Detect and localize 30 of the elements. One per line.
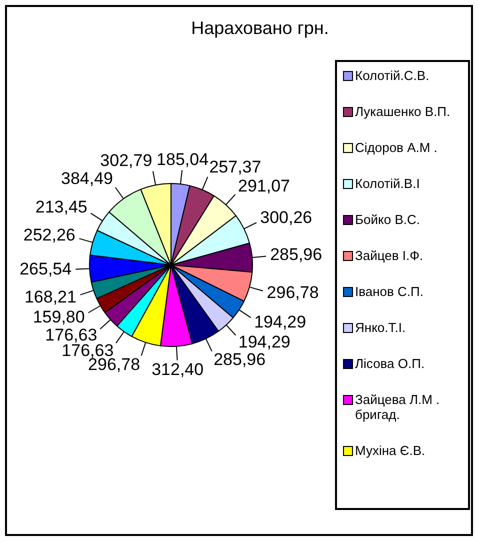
data-label: 194,29 [254,312,306,332]
legend-label: Колотій.В.І [355,176,420,191]
data-label: 285,96 [214,350,266,370]
data-label: 252,26 [23,225,76,244]
data-label: 176,63 [45,325,98,344]
chart-title: Нараховано грн. [190,18,330,39]
data-label: 312,40 [152,360,204,379]
legend-label: Янко.Т.І. [355,320,406,335]
data-label: 384,49 [61,168,114,188]
legend-label: Сідоров А.М . [355,140,438,155]
data-label: 159,80 [32,307,85,326]
legend-label: Колотій.С.В. [355,68,430,83]
legend-label: Іванов С.П. [355,284,424,299]
legend-label: Бойко В.С. [355,212,420,227]
data-label: 265,54 [20,259,72,278]
legend-label: Зайцев І.Ф. [355,248,424,263]
data-label: 300,26 [260,208,312,227]
data-label: 168,21 [24,288,76,307]
legend-label: Мухіна Є.В. [355,443,426,458]
data-label: 296,78 [266,283,319,302]
legend-label: Зайцева Л.М . бригад. [355,392,441,422]
data-label: 285,96 [270,244,322,264]
legend-label: Лукашенко В.П. [355,104,450,119]
data-label: 213,45 [35,197,88,216]
data-label: 302,79 [100,151,152,170]
data-label: 257,37 [209,157,262,176]
data-label: 194,29 [238,332,290,352]
data-label: 291,07 [238,176,290,196]
legend-label: Лісова О.П. [355,356,425,371]
data-label: 185,04 [156,150,209,169]
